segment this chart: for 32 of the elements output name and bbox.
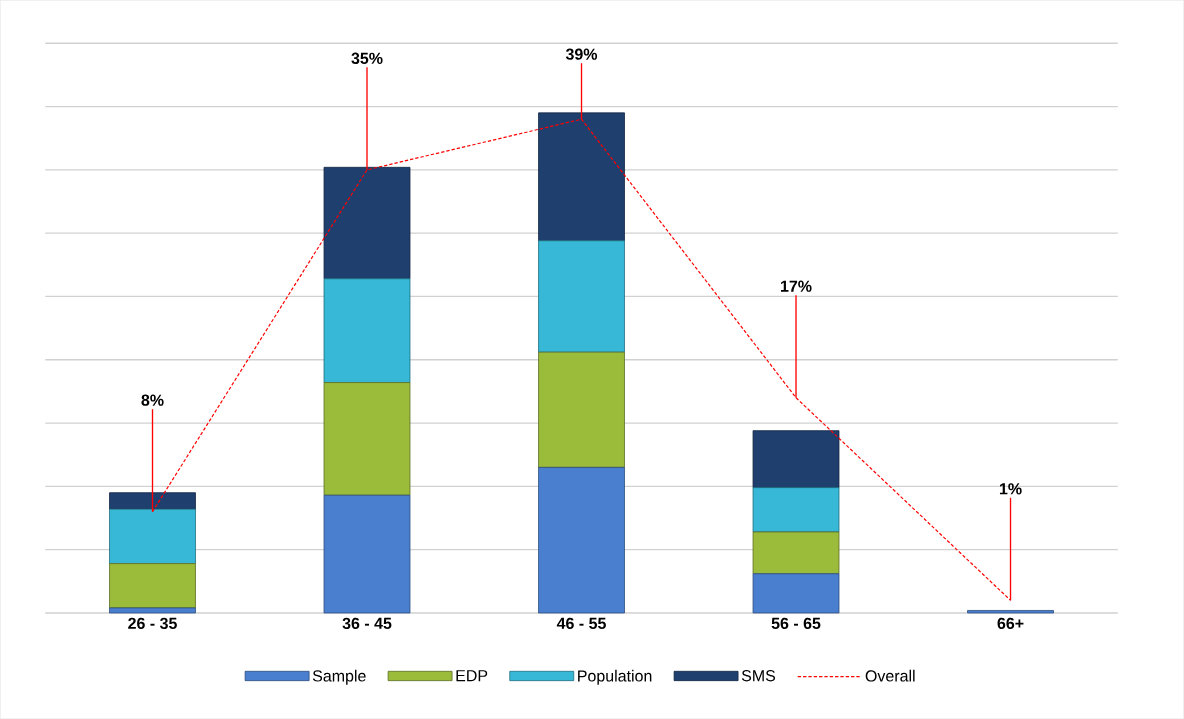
- x-tick-label: 36 - 45: [342, 617, 392, 629]
- data-label: 35%: [351, 52, 383, 64]
- bar: [109, 492, 196, 510]
- data-label: 8%: [141, 394, 164, 406]
- bar: [752, 573, 840, 614]
- x-tick-label: 26 - 35: [128, 617, 177, 629]
- legend-label: Sample: [312, 669, 366, 685]
- bar: [109, 607, 196, 614]
- bar: [538, 351, 625, 468]
- bar: [323, 278, 411, 383]
- x-tick-label: 46 - 55: [556, 617, 606, 629]
- bar: [109, 563, 196, 609]
- bar: [752, 430, 840, 488]
- legend-label: EDP: [456, 670, 488, 682]
- data-label: 17%: [781, 280, 812, 292]
- bar: [538, 240, 625, 353]
- legend-label: Population: [578, 669, 652, 685]
- bar: [538, 112, 625, 242]
- bar: [323, 382, 411, 496]
- bar: [752, 487, 840, 533]
- x-tick-label: 56 - 65: [771, 617, 821, 629]
- bar: [967, 609, 1054, 614]
- data-label: 39%: [565, 48, 598, 60]
- bar: [323, 166, 411, 280]
- data-label: 1%: [999, 483, 1022, 495]
- bar: [752, 531, 840, 575]
- bar: [109, 508, 196, 564]
- legend-label: SMS: [741, 669, 776, 682]
- bar: [538, 466, 625, 614]
- legend-label: Overall: [865, 669, 915, 682]
- x-tick-label: 66+: [997, 617, 1024, 629]
- bar: [323, 494, 411, 614]
